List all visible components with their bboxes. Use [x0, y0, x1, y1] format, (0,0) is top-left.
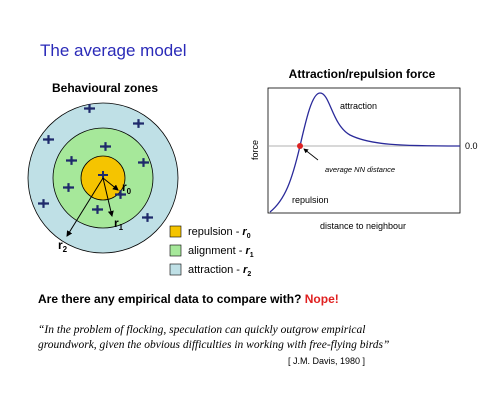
radius-label: r1 — [114, 216, 124, 232]
attraction-label: attraction — [340, 101, 377, 111]
force-heading: Attraction/repulsion force — [289, 67, 436, 81]
legend-entry: repulsion - r0 — [188, 226, 251, 240]
zones-heading: Behavioural zones — [52, 81, 158, 95]
legend: repulsion - r0 alignment - r1 attraction… — [169, 225, 254, 278]
slide-title: The average model — [40, 41, 186, 60]
legend-entry: attraction - r2 — [188, 264, 251, 278]
question: Are there any empirical data to compare … — [38, 292, 339, 306]
zero-label: 0.0 — [465, 141, 478, 151]
radius-label: r0 — [122, 180, 132, 196]
quote-line: groundwork, given the obvious difficulti… — [38, 339, 389, 351]
zone-diagram — [27, 102, 179, 254]
legend-entry: alignment - r1 — [188, 245, 254, 259]
citation: [ J.M. Davis, 1980 ] — [288, 356, 365, 366]
quote-line: “In the problem of flocking, speculation… — [38, 324, 365, 336]
radius-label: r2 — [58, 238, 68, 254]
x-axis-label: distance to neighbour — [320, 221, 406, 231]
force-plot — [267, 87, 461, 214]
y-axis-label: force — [250, 140, 260, 160]
repulsion-label: repulsion — [292, 195, 329, 205]
annotation: average NN distance — [325, 165, 395, 174]
